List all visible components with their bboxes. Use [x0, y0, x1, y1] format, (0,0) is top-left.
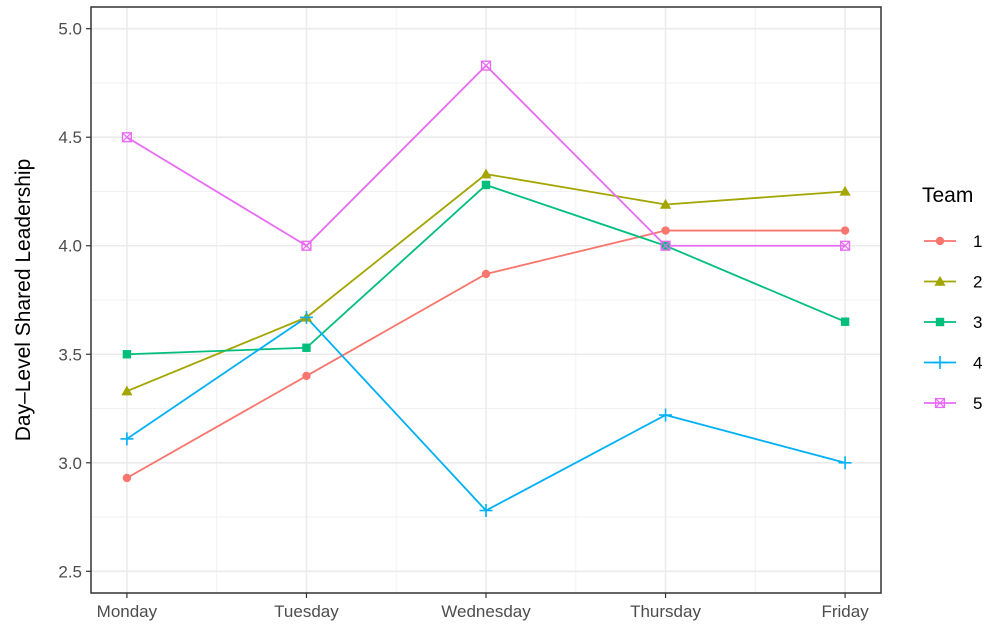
legend-label: 5: [973, 394, 982, 413]
data-point-team-2: [659, 198, 672, 209]
y-tick-label: 4.5: [58, 128, 82, 147]
y-tick-label: 3.5: [58, 345, 82, 364]
legend-key-marker: [933, 356, 947, 369]
x-tick-label: Monday: [97, 602, 158, 621]
data-point-team-3: [840, 317, 850, 326]
legend-label: 1: [973, 232, 982, 251]
data-point-team-4: [299, 310, 313, 324]
data-point-team-3: [481, 180, 491, 190]
y-tick-label: 3.0: [58, 454, 82, 473]
x-tick-label: Wednesday: [441, 602, 531, 621]
legend-title: Team: [922, 184, 973, 207]
data-point-team-2: [121, 385, 133, 396]
data-point-team-5: [660, 240, 671, 251]
y-axis-title: Day–Level Shared Leadership: [12, 159, 35, 442]
data-point-team-5: [301, 240, 312, 251]
legend: Team 1 2 3 4 5: [922, 184, 982, 413]
legend-item-team-3: 3: [924, 313, 982, 332]
y-tick-label: 5.0: [58, 20, 82, 39]
data-point-team-3: [302, 343, 311, 352]
data-point-team-4: [659, 408, 673, 422]
legend-key-marker: [934, 275, 946, 286]
data-point-team-3: [122, 350, 132, 359]
y-tick-label: 4.0: [58, 237, 82, 256]
x-tick-label: Friday: [821, 602, 869, 621]
x-tick-label: Tuesday: [274, 602, 339, 621]
legend-key-marker: [935, 317, 945, 327]
legend-label: 3: [973, 313, 982, 332]
data-point-team-4: [120, 432, 134, 446]
legend-key-marker: [934, 397, 946, 409]
legend-label: 4: [973, 354, 982, 373]
data-point-team-2: [839, 185, 851, 196]
y-axis: 2.5 3.0 3.5 4.0 4.5 5.0: [58, 20, 91, 581]
data-point-team-1: [840, 226, 850, 235]
data-point-team-1: [302, 371, 311, 381]
legend-label: 2: [973, 273, 982, 292]
legend-key-marker: [935, 236, 945, 246]
x-tick-label: Thursday: [630, 602, 701, 621]
y-tick-label: 2.5: [58, 562, 82, 581]
data-point-team-1: [481, 269, 491, 279]
x-axis: Monday Tuesday Wednesday Thursday Friday: [97, 593, 869, 621]
legend-item-team-4: 4: [924, 354, 982, 373]
data-point-team-2: [480, 168, 492, 179]
data-point-team-5: [121, 132, 133, 143]
legend-item-team-5: 5: [924, 394, 982, 413]
legend-item-team-1: 1: [924, 232, 982, 251]
data-point-team-1: [661, 226, 670, 235]
data-point-team-4: [479, 504, 493, 518]
series-markers: [120, 60, 852, 518]
data-point-team-1: [122, 473, 132, 483]
data-point-team-4: [838, 456, 852, 470]
legend-item-team-2: 2: [924, 273, 982, 292]
data-point-team-5: [480, 60, 492, 71]
data-point-team-5: [839, 240, 851, 251]
